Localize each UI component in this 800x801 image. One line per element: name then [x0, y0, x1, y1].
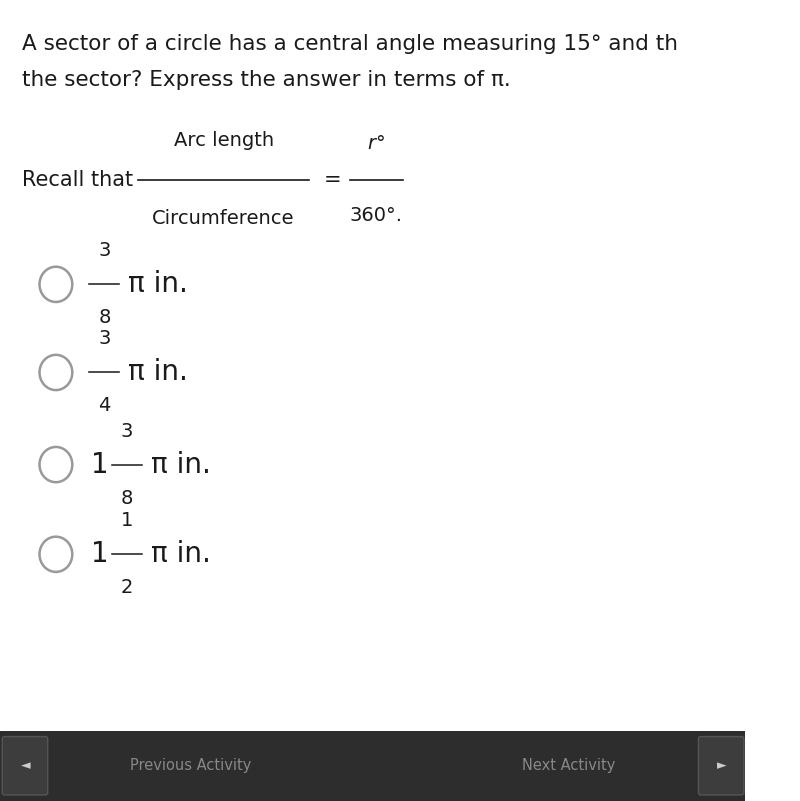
Text: 1: 1 — [121, 511, 133, 530]
Text: ◄: ◄ — [21, 759, 30, 772]
FancyBboxPatch shape — [2, 737, 48, 795]
Text: 3: 3 — [121, 421, 133, 441]
Bar — [0, 731, 746, 801]
Text: $r$°: $r$° — [367, 134, 386, 153]
Text: Recall that: Recall that — [22, 171, 134, 190]
Text: 8: 8 — [98, 308, 110, 328]
Text: the sector? Express the answer in terms of π.: the sector? Express the answer in terms … — [22, 70, 511, 91]
Text: Arc length: Arc length — [174, 131, 274, 150]
Text: A sector of a circle has a central angle measuring 15° and th: A sector of a circle has a central angle… — [22, 34, 678, 54]
Text: 8: 8 — [121, 489, 133, 508]
Text: Next Activity: Next Activity — [522, 759, 615, 773]
Text: π in.: π in. — [128, 271, 188, 298]
Text: π in.: π in. — [128, 359, 188, 386]
Text: π in.: π in. — [150, 541, 210, 568]
Text: 360°.: 360°. — [350, 206, 403, 225]
Text: 3: 3 — [98, 241, 110, 260]
FancyBboxPatch shape — [698, 737, 744, 795]
Text: 2: 2 — [121, 578, 133, 598]
Text: =: = — [324, 171, 342, 190]
Text: Previous Activity: Previous Activity — [130, 759, 252, 773]
Text: π in.: π in. — [150, 451, 210, 478]
Text: 3: 3 — [98, 329, 110, 348]
Text: 1: 1 — [91, 451, 109, 478]
Text: Circumference: Circumference — [152, 209, 295, 228]
Text: 1: 1 — [91, 541, 109, 568]
Text: 4: 4 — [98, 396, 110, 416]
Text: ►: ► — [717, 759, 726, 772]
